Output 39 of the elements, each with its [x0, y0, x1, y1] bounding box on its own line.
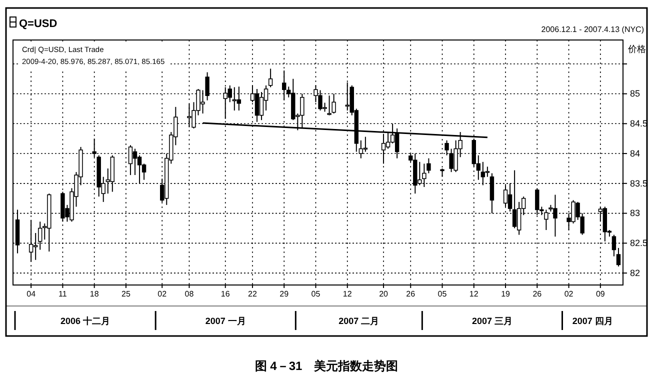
x-tick-label: 26	[406, 290, 416, 299]
x-tick-label: 25	[122, 290, 131, 299]
x-tick-label: 12	[469, 290, 479, 299]
x-tick-label: 29	[280, 290, 290, 299]
x-tick-label: 05	[311, 290, 321, 299]
y-tick-label: 83	[630, 208, 640, 218]
candlestick	[268, 68, 273, 88]
y-axis-title: 价格	[627, 44, 646, 54]
x-tick-label: 09	[596, 290, 606, 299]
y-tick-label: 83.5	[630, 178, 648, 188]
x-tick-label: 02	[158, 290, 168, 299]
y-tick-label: 82.5	[630, 238, 648, 248]
x-tick-label: 12	[342, 290, 352, 299]
x-tick-label: 16	[220, 290, 230, 299]
y-tick-label: 82	[630, 268, 640, 278]
text: 2006 十二月	[60, 316, 110, 326]
chart-subtitle: 2006.12.1 - 2007.4.13 (NYC)	[541, 25, 644, 34]
x-tick-label: 26	[532, 290, 542, 299]
text: 2007 一月	[205, 316, 246, 326]
caption: 图 4－31 美元指数走势图	[254, 359, 398, 373]
x-tick-label: 18	[90, 290, 100, 299]
x-tick-label: 19	[501, 290, 511, 299]
y-tick-label: 84	[630, 148, 640, 158]
x-tick-label: 20	[379, 290, 389, 299]
text: 2007 三月	[472, 316, 512, 326]
x-tick-label: 22	[248, 290, 258, 299]
candlestick	[332, 93, 336, 114]
x-tick-label: 04	[26, 290, 36, 299]
x-tick-label: 11	[58, 290, 68, 299]
x-tick-label: 05	[438, 290, 448, 299]
candlestick	[485, 166, 490, 178]
candlestick	[616, 247, 621, 267]
text: 2007 二月	[338, 316, 380, 326]
y-tick-label: 85	[630, 88, 640, 99]
chart-title: Q=USD	[19, 18, 58, 30]
x-tick-label: 02	[564, 290, 574, 299]
x-tick-label: 08	[184, 290, 194, 299]
text: 2007 四月	[572, 316, 613, 326]
y-tick-label: 84.5	[630, 118, 648, 129]
